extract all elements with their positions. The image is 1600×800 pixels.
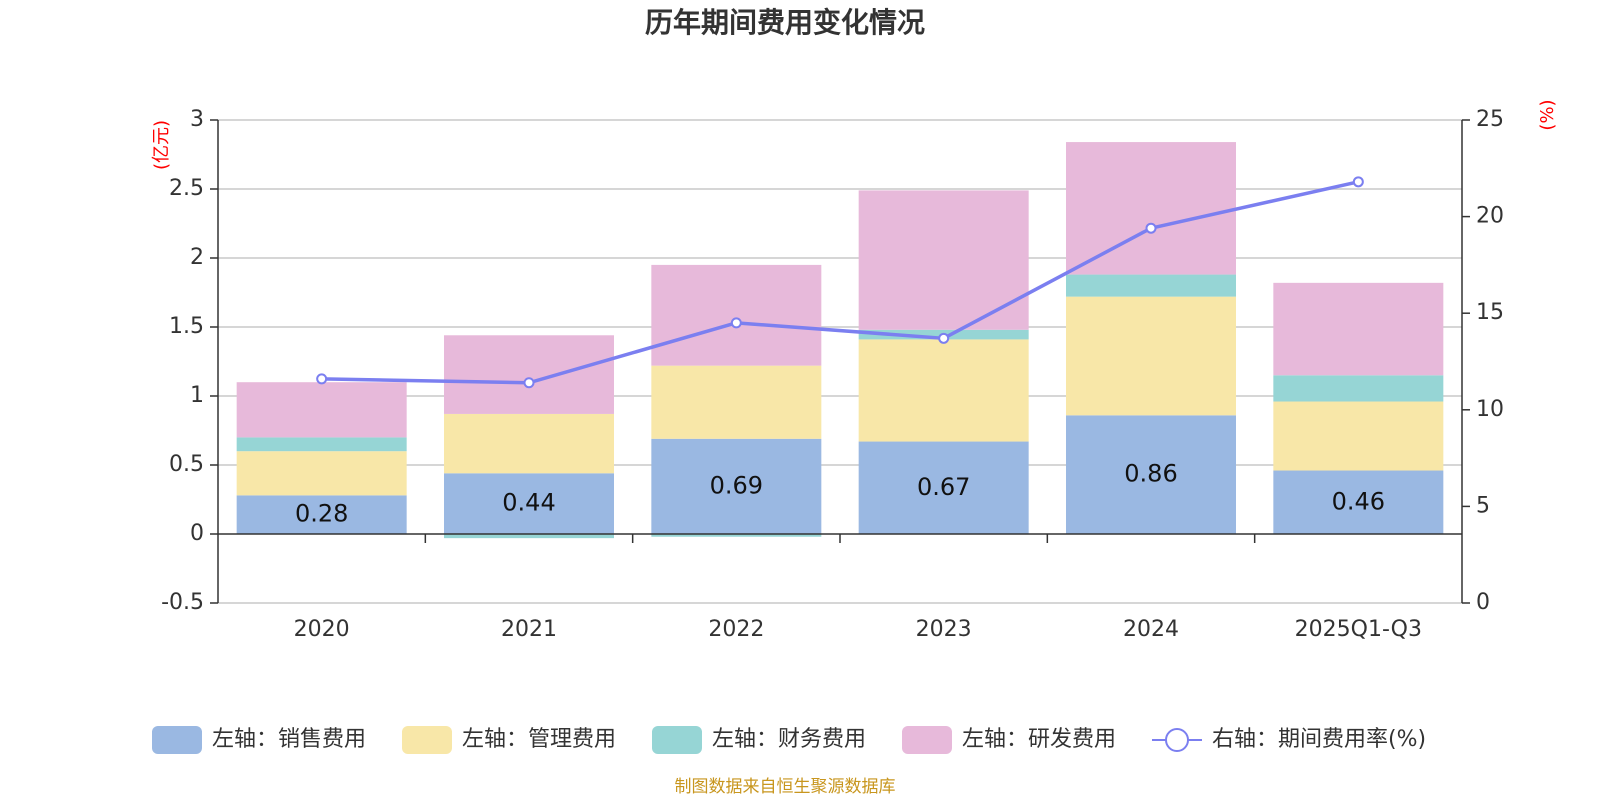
right-tick-label: 15 — [1476, 300, 1504, 325]
legend-swatch[interactable] — [652, 726, 702, 754]
rate-line-point — [938, 332, 950, 344]
bar-segment — [444, 473, 614, 534]
rate-line-point — [730, 317, 742, 329]
grid — [218, 119, 1462, 604]
bar-segment — [858, 441, 1029, 534]
bar-segment — [1066, 142, 1236, 275]
right-tick-label: 25 — [1476, 107, 1504, 132]
legend-label[interactable]: 左轴：研发费用 — [962, 727, 1116, 752]
right-axis-unit: (%) — [1537, 99, 1558, 130]
bar-segment — [444, 534, 614, 539]
legend-label[interactable]: 右轴：期间费用率(%) — [1212, 727, 1426, 752]
category-label: 2023 — [916, 617, 972, 642]
data-label: 0.69 — [710, 471, 763, 499]
category-label: 2024 — [1123, 617, 1179, 642]
left-tick-label: 0.5 — [169, 452, 204, 477]
right-tick-label: 20 — [1476, 204, 1504, 229]
rate-line-point — [1145, 222, 1157, 234]
rate-line-path — [321, 180, 1359, 385]
category-label: 2021 — [501, 617, 557, 642]
bar-segment — [1066, 296, 1236, 416]
bar-segment — [858, 190, 1029, 330]
left-tick-label: 1.5 — [169, 314, 204, 339]
data-label: 0.67 — [917, 473, 970, 501]
legend-label[interactable]: 左轴：财务费用 — [712, 727, 866, 752]
data-label: 0.28 — [295, 500, 348, 528]
rate-line-point — [523, 377, 535, 389]
bar-segment — [236, 451, 407, 496]
bar-segment — [236, 382, 407, 438]
source-note: 制图数据来自恒生聚源数据库 — [675, 777, 896, 797]
legend: 左轴：销售费用 左轴：管理费用 左轴：财务费用 左轴：研发费用 右轴：期间费用率(%) — [152, 726, 1426, 754]
bar-segment — [1273, 470, 1444, 534]
right-tick-label: 0 — [1476, 590, 1490, 615]
data-labels: 0.28 0.44 0.69 0.67 0.86 0.46 — [295, 460, 1385, 528]
axes: -0.5 0 0.5 1 1.5 2 2.5 3 0 5 10 15 20 25 2020 2021 2022 2… — [161, 107, 1504, 642]
bar-segment — [1273, 401, 1444, 471]
right-tick-label: 10 — [1476, 397, 1504, 422]
bar-segment — [1066, 274, 1236, 297]
bar-segment — [651, 264, 822, 366]
legend-swatch[interactable] — [152, 726, 202, 754]
bar-segment — [236, 437, 407, 452]
chart-title: 历年期间费用变化情况 — [645, 6, 925, 39]
legend-line-marker[interactable] — [1165, 728, 1189, 752]
bar-segment — [651, 365, 822, 439]
bar-segment — [444, 413, 614, 474]
data-label: 0.86 — [1124, 460, 1177, 488]
legend-label[interactable]: 左轴：销售费用 — [212, 727, 366, 752]
legend-label[interactable]: 左轴：管理费用 — [462, 727, 616, 752]
bar-segment — [651, 534, 822, 537]
data-label: 0.46 — [1332, 487, 1385, 515]
bar-segment — [858, 339, 1029, 442]
bar-segment — [1066, 415, 1236, 534]
left-tick-label: 0 — [190, 521, 204, 546]
category-label: 2025Q1-Q3 — [1295, 617, 1422, 642]
left-tick-label: 2.5 — [169, 176, 204, 201]
category-label: 2022 — [708, 617, 764, 642]
bar-segment — [1273, 375, 1444, 402]
category-label: 2020 — [294, 617, 350, 642]
left-tick-label: 3 — [190, 107, 204, 132]
bar-segment — [236, 495, 407, 534]
rate-line-point — [316, 373, 328, 385]
legend-swatch[interactable] — [902, 726, 952, 754]
bars — [236, 142, 1444, 539]
left-tick-label: -0.5 — [161, 590, 204, 615]
rate-line — [316, 176, 1364, 389]
left-tick-label: 1 — [190, 383, 204, 408]
bar-segment — [1273, 282, 1444, 376]
left-axis-unit: (亿元) — [151, 120, 172, 170]
bar-segment — [651, 438, 822, 534]
data-label: 0.44 — [502, 489, 555, 517]
legend-swatch[interactable] — [402, 726, 452, 754]
bar-segment — [444, 335, 614, 414]
rate-line-point — [1352, 176, 1364, 188]
left-tick-label: 2 — [190, 245, 204, 270]
right-tick-label: 5 — [1476, 493, 1490, 518]
